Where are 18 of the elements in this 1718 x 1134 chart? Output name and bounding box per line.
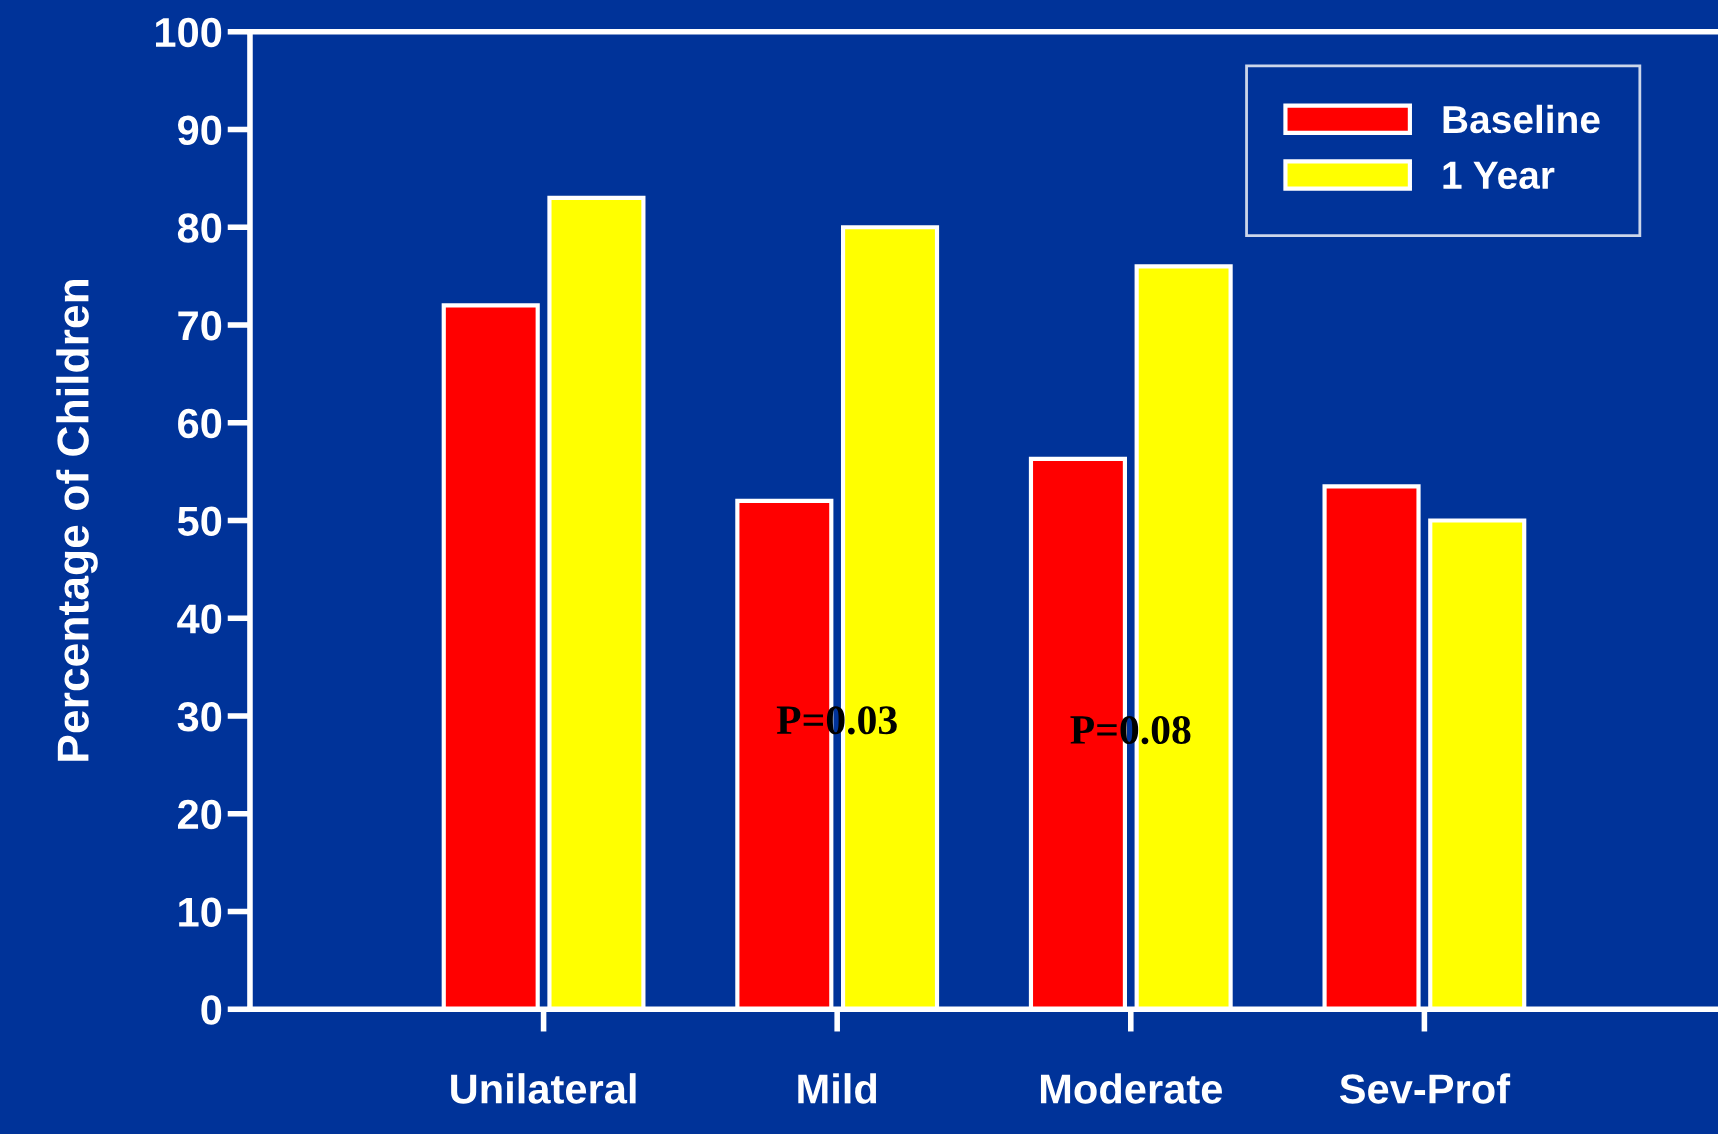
y-tick-label: 20 [177,799,222,830]
legend-label: Baseline [1443,104,1600,134]
y-tick-label: 80 [177,213,222,243]
y-tick-label: 90 [177,115,222,146]
legend-label: 1 Year [1443,161,1555,190]
x-tick-label: Mild [798,1073,877,1104]
x-tick-label: Unilateral [451,1073,636,1104]
y-tick-label: 0 [201,995,222,1025]
y-tick-label: 100 [156,17,222,48]
y-tick-label: 40 [177,604,222,634]
y-tick-label: 70 [178,311,222,341]
x-tick-label: Sev-Prof [1339,1073,1511,1104]
y-tick-label: 60 [178,408,222,439]
y-tick-label: 50 [177,506,222,537]
x-tick-label: Moderate [1040,1073,1222,1104]
y-axis-title: Percentage of Children [56,279,98,761]
y-tick-label: 10 [179,897,222,928]
y-tick-label: 30 [177,702,222,732]
